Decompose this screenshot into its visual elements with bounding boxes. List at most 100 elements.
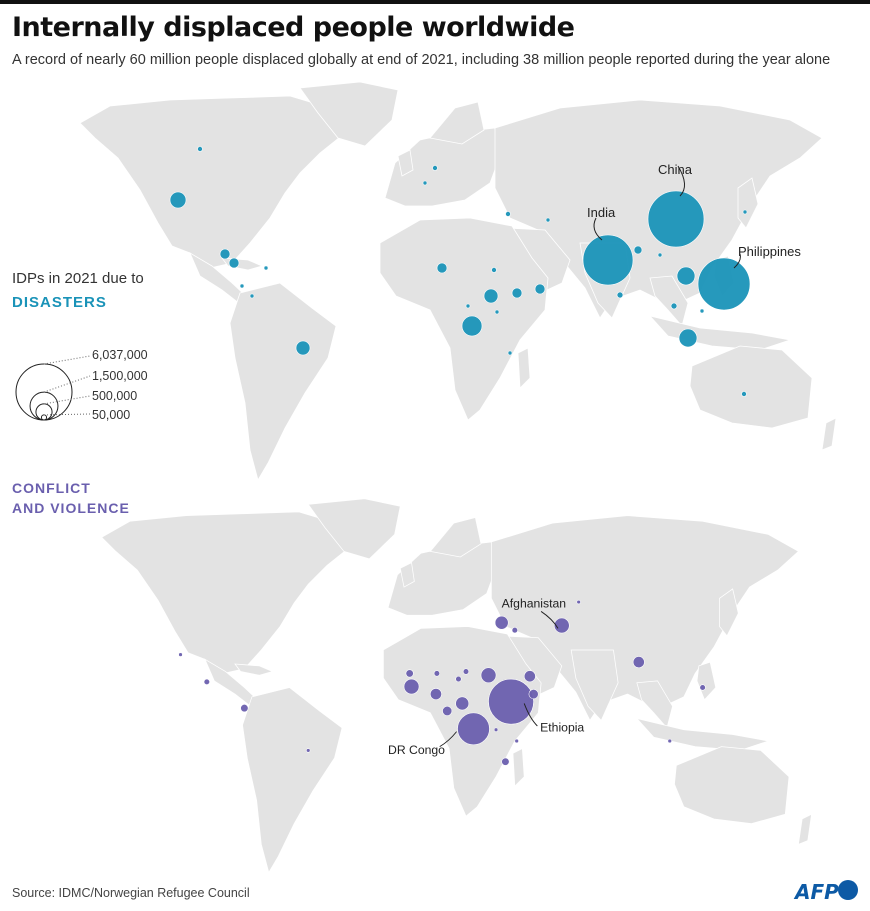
callout-ethiopia: Ethiopia bbox=[523, 703, 584, 735]
world-landmass bbox=[79, 81, 837, 482]
legend-size-4: 50,000 bbox=[92, 408, 131, 422]
disaster-bubble-29 bbox=[239, 283, 245, 289]
disaster-bubble-21 bbox=[545, 217, 551, 223]
conflict-bubble-14 bbox=[462, 668, 470, 675]
conflict-bubble-12 bbox=[433, 670, 440, 677]
callout-drcongo-label: DR Congo bbox=[388, 743, 445, 757]
disaster-bubble-14 bbox=[633, 245, 643, 255]
conflict-bubble-17 bbox=[632, 656, 645, 669]
legend-circle-1 bbox=[29, 391, 59, 421]
disaster-bubble-10 bbox=[511, 287, 523, 299]
disaster-bubble-7 bbox=[461, 315, 483, 337]
top-rule bbox=[0, 0, 870, 4]
disaster-bubble-1 bbox=[582, 234, 634, 286]
legend-circle-3 bbox=[40, 414, 48, 421]
callout-philippines-label: Philippines bbox=[738, 244, 801, 259]
conflict-bubble-7 bbox=[403, 678, 420, 695]
conflict-bubble-1 bbox=[457, 712, 490, 746]
disaster-bubbles bbox=[169, 146, 751, 397]
conflict-label-2: AND VIOLENCE bbox=[12, 500, 130, 516]
disaster-bubble-25 bbox=[494, 309, 500, 315]
conflict-bubble-25 bbox=[667, 738, 672, 744]
disaster-bubble-18 bbox=[432, 165, 438, 171]
conflict-bubble-8 bbox=[430, 688, 442, 700]
conflict-bubble-0 bbox=[488, 678, 534, 725]
disaster-bubble-30 bbox=[249, 293, 255, 299]
callout-afghanistan: Afghanistan bbox=[502, 597, 566, 629]
afp-logo: AFP bbox=[795, 880, 839, 904]
disaster-bubble-24 bbox=[491, 267, 497, 273]
disaster-bubble-13 bbox=[228, 257, 240, 269]
conflict-bubble-5 bbox=[523, 670, 536, 683]
legend-circle-2 bbox=[35, 403, 53, 421]
world-landmass bbox=[101, 498, 813, 874]
legend-size-2: 1,500,000 bbox=[92, 369, 148, 383]
disaster-bubble-6 bbox=[295, 340, 311, 356]
disaster-bubble-22 bbox=[742, 209, 748, 215]
disaster-bubble-8 bbox=[483, 288, 499, 304]
conflict-bubble-18 bbox=[699, 684, 706, 691]
disaster-bubble-3 bbox=[676, 266, 696, 286]
legend-size-3: 500,000 bbox=[92, 389, 138, 403]
afp-logo-dot bbox=[838, 880, 858, 900]
conflict-bubble-6 bbox=[528, 689, 539, 700]
conflict-bubble-22 bbox=[306, 748, 311, 753]
conflict-bubble-3 bbox=[494, 615, 509, 630]
conflict-bubble-16 bbox=[511, 627, 518, 634]
legend-leader-0 bbox=[43, 355, 91, 365]
legend-intro: IDPs in 2021 due to bbox=[12, 270, 144, 287]
conflict-bubble-23 bbox=[576, 599, 581, 605]
callout-china: China bbox=[658, 162, 693, 197]
page-subtitle: A record of nearly 60 million people dis… bbox=[12, 52, 831, 68]
disasters-map: China India Philippines bbox=[79, 81, 837, 482]
disaster-bubble-5 bbox=[169, 191, 187, 209]
source-note: Source: IDMC/Norwegian Refugee Council bbox=[12, 886, 250, 900]
page-title: Internally displaced people worldwide bbox=[12, 12, 575, 43]
conflict-bubble-21 bbox=[178, 652, 183, 657]
legend-size-1: 6,037,000 bbox=[92, 348, 148, 362]
legend-leader-1 bbox=[43, 375, 91, 393]
disaster-bubble-4 bbox=[678, 328, 698, 348]
disaster-bubble-2 bbox=[697, 257, 751, 311]
conflict-bubble-26 bbox=[514, 738, 519, 744]
disaster-bubble-15 bbox=[616, 291, 624, 299]
disaster-bubble-19 bbox=[422, 180, 428, 186]
conflict-bubble-11 bbox=[405, 669, 414, 678]
conflict-bubble-10 bbox=[442, 705, 453, 716]
callout-philippines: Philippines bbox=[733, 244, 801, 269]
disaster-bubble-28 bbox=[263, 265, 269, 271]
conflict-label-1: CONFLICT bbox=[12, 480, 91, 496]
callout-drcongo: DR Congo bbox=[388, 731, 457, 757]
callout-india: India bbox=[587, 205, 616, 241]
disaster-bubble-11 bbox=[436, 262, 448, 274]
callout-china-label: China bbox=[658, 162, 693, 177]
legend-leader-3 bbox=[43, 413, 91, 416]
disaster-bubble-26 bbox=[507, 350, 513, 356]
disaster-bubble-17 bbox=[197, 146, 203, 152]
legend-disasters-label: DISASTERS bbox=[12, 294, 107, 311]
disaster-bubble-12 bbox=[219, 248, 231, 260]
size-legend bbox=[15, 355, 91, 421]
legend-leader-2 bbox=[43, 395, 91, 405]
disaster-bubble-31 bbox=[699, 308, 705, 314]
callout-ethiopia-label: Ethiopia bbox=[540, 721, 584, 735]
conflict-map: Afghanistan Ethiopia DR Congo bbox=[101, 498, 813, 874]
conflict-bubble-13 bbox=[455, 675, 462, 683]
conflict-bubble-9 bbox=[455, 696, 470, 711]
disaster-bubble-16 bbox=[670, 302, 678, 310]
disaster-bubble-0 bbox=[647, 190, 705, 248]
conflict-bubble-15 bbox=[501, 757, 510, 766]
conflict-bubble-4 bbox=[480, 667, 497, 684]
disaster-bubble-23 bbox=[741, 391, 747, 397]
callout-india-label: India bbox=[587, 205, 616, 220]
conflict-bubble-2 bbox=[553, 617, 570, 634]
conflict-bubble-24 bbox=[493, 727, 499, 732]
disaster-bubble-32 bbox=[657, 252, 663, 258]
disaster-bubble-20 bbox=[505, 211, 511, 217]
conflict-bubble-20 bbox=[203, 678, 210, 685]
conflict-bubbles bbox=[178, 599, 706, 766]
callout-afghanistan-label: Afghanistan bbox=[502, 597, 566, 611]
disaster-bubble-27 bbox=[465, 303, 471, 309]
disaster-bubble-9 bbox=[534, 283, 546, 295]
conflict-bubble-19 bbox=[240, 704, 249, 713]
